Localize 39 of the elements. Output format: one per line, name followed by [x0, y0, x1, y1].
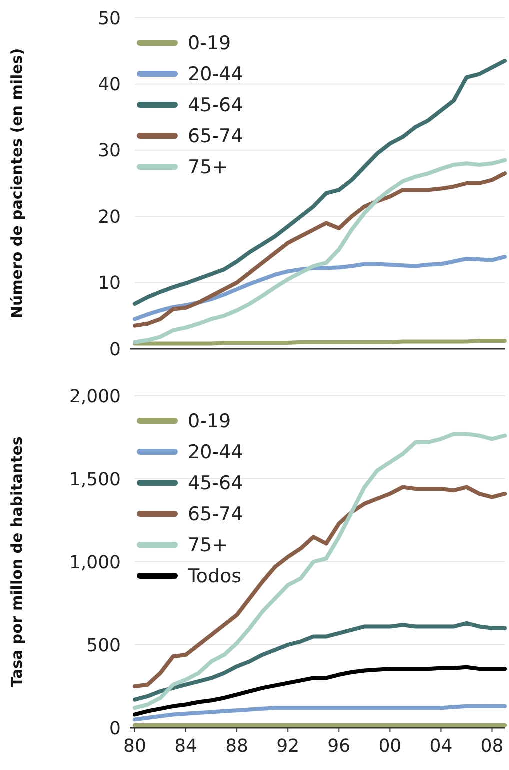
x-tick-label: 84 [174, 736, 198, 757]
line-series [133, 621, 507, 702]
line-series [133, 59, 507, 306]
x-tick-label: 04 [430, 736, 453, 757]
x-tick-label: 08 [480, 736, 504, 757]
line-series [133, 432, 507, 710]
line-series [133, 158, 507, 344]
legend-label: 75+ [188, 156, 228, 179]
x-tick-label: 00 [378, 736, 402, 757]
y-tick-label: 0 [110, 718, 121, 740]
y-tick-label: 1,000 [69, 552, 121, 574]
y-tick-label: 30 [98, 140, 121, 162]
x-tick-label: 92 [276, 736, 300, 757]
x-tick-label: 96 [328, 736, 351, 757]
y-tick-label: 10 [98, 273, 121, 294]
x-tick-label: 80 [124, 736, 146, 757]
legend-label: 45-64 [188, 472, 244, 495]
y-tick-label: 20 [98, 206, 121, 228]
y-axis-title: Tasa por millon de habitantes [8, 436, 26, 688]
legend-label: 0-19 [188, 410, 232, 433]
y-tick-label: 500 [86, 635, 121, 656]
y-tick-label: 0 [110, 339, 121, 360]
legend-label: 20-44 [188, 64, 244, 86]
y-tick-label: 1,500 [69, 469, 121, 490]
x-tick-label: 88 [226, 736, 249, 757]
line-series [133, 254, 507, 322]
legend-label: 75+ [188, 534, 228, 557]
y-tick-label: 2,000 [69, 386, 121, 408]
line-series [133, 704, 507, 722]
legend-label: 65-74 [188, 504, 244, 526]
y-tick-label: 40 [98, 74, 121, 96]
legend-label: 20-44 [188, 442, 244, 464]
y-tick-label: 50 [98, 8, 121, 30]
legend-label: 65-74 [188, 126, 244, 148]
line-series [133, 665, 507, 717]
legend-label: Todos [187, 566, 242, 588]
legend-label: 45-64 [188, 94, 244, 117]
y-axis-title: Número de pacientes (en miles) [8, 48, 26, 319]
legend-label: 0-19 [188, 32, 232, 55]
